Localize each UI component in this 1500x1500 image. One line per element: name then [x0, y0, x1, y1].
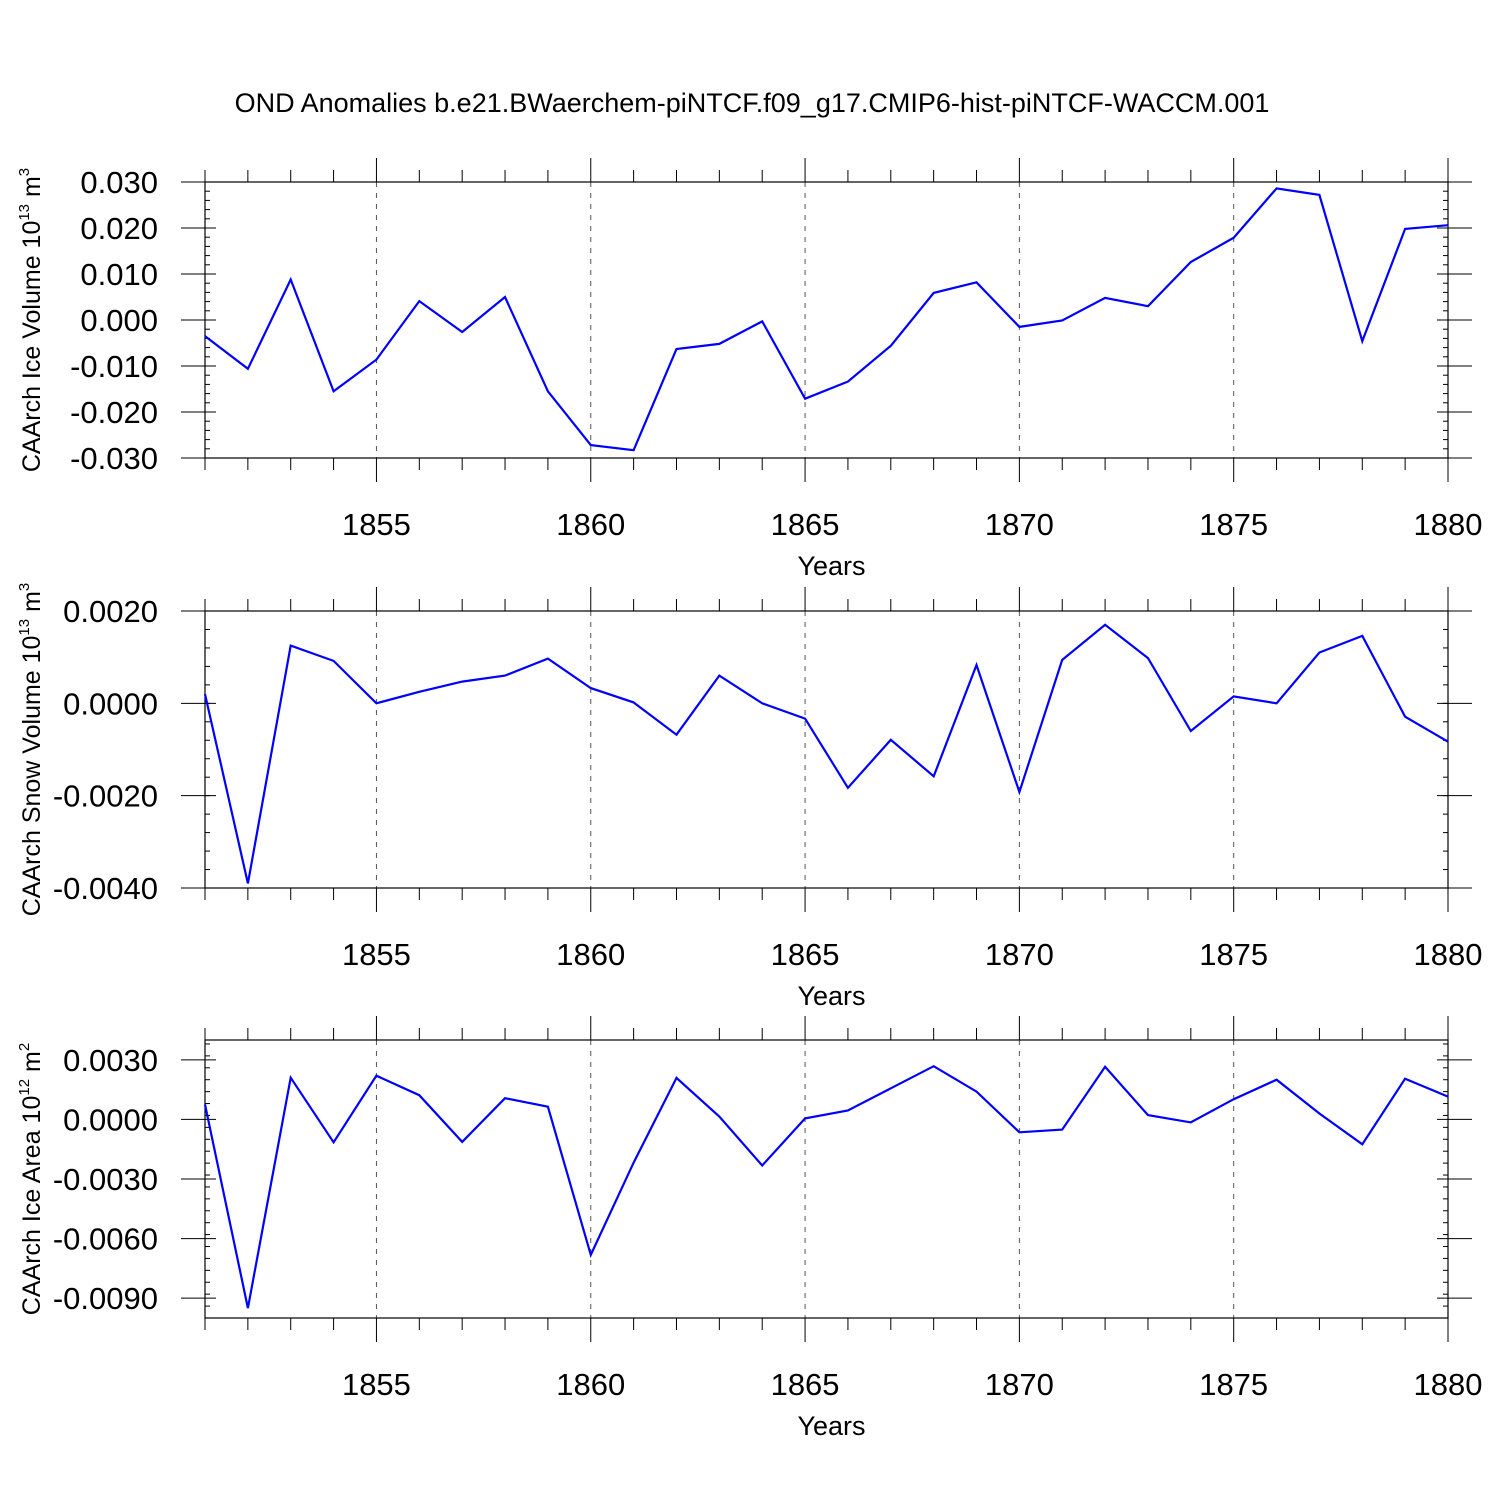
x-tick-label: 1860 [556, 1367, 625, 1402]
figure-title: OND Anomalies b.e21.BWaerchem-piNTCF.f09… [235, 88, 1270, 118]
x-tick-label: 1865 [771, 507, 840, 542]
y-axis-label-part: CAArch Ice Area 10 [18, 1096, 46, 1316]
chart-panel-1: 0.030 0.020 0.010 0.000 -0.010 -0.020 -0.030 18… [16, 158, 1482, 581]
x-tick-label: 1880 [1414, 937, 1483, 972]
y-tick-label: 0.0000 [63, 1102, 158, 1137]
y-axis-label-part: m [18, 176, 46, 204]
y-tick-label: -0.010 [70, 349, 158, 384]
x-tick-label: 1855 [342, 937, 411, 972]
series-line [203, 1064, 1449, 1309]
y-tick-label: -0.020 [70, 395, 158, 430]
chart-panel-3: 0.0030 0.0000 -0.0030 -0.0060 -0.0090 1855 186… [16, 1016, 1482, 1441]
y-axis-label-superscript: 2 [16, 1043, 33, 1051]
y-axis-label-superscript: 13 [16, 204, 33, 221]
y-tick-label: 0.020 [80, 211, 158, 246]
y-tick-label: -0.0040 [53, 871, 158, 906]
y-axis-label-part: CAArch Ice Volume 10 [18, 221, 46, 473]
y-axis-label-part: CAArch Snow Volume 10 [18, 636, 46, 917]
y-tick-label: -0.0030 [53, 1162, 158, 1197]
x-axis-label: Years [797, 551, 865, 581]
y-tick-label: -0.0090 [53, 1281, 158, 1316]
x-tick-label: 1880 [1414, 507, 1483, 542]
x-tick-label: 1870 [985, 507, 1054, 542]
y-axis-label-part: m [18, 591, 46, 619]
x-axis-label: Years [797, 1411, 865, 1441]
y-tick-label: 0.0020 [63, 594, 158, 629]
y-axis-label-part: m [18, 1051, 46, 1079]
x-tick-label: 1865 [771, 1367, 840, 1402]
y-axis-label: CAArch Ice Volume 1013 m3 [16, 168, 46, 472]
plot-frame [204, 610, 1449, 889]
y-tick-label: 0.000 [80, 303, 158, 338]
y-axis-label-superscript: 3 [16, 583, 33, 591]
y-tick-label: 0.0000 [63, 686, 158, 721]
y-tick-label: -0.030 [70, 441, 158, 476]
y-axis-label-superscript: 13 [16, 619, 33, 636]
y-axis-label-superscript: 12 [16, 1079, 33, 1096]
x-tick-label: 1855 [342, 1367, 411, 1402]
y-tick-label: 0.010 [80, 257, 158, 292]
y-tick-label: 0.030 [80, 165, 158, 200]
panels: 0.030 0.020 0.010 0.000 -0.010 -0.020 -0.030 18… [16, 158, 1482, 1441]
y-axis-label: CAArch Ice Area 1012 m2 [16, 1043, 46, 1315]
y-tick-label: 0.0030 [63, 1043, 158, 1078]
x-tick-label: 1860 [556, 937, 625, 972]
y-axis-label: CAArch Snow Volume 1013 m3 [16, 583, 46, 917]
x-tick-label: 1860 [556, 507, 625, 542]
x-tick-label: 1855 [342, 507, 411, 542]
x-tick-label: 1865 [771, 937, 840, 972]
x-tick-label: 1875 [1199, 937, 1268, 972]
x-tick-label: 1870 [985, 937, 1054, 972]
series-line [204, 187, 1449, 452]
y-tick-label: -0.0060 [53, 1222, 158, 1257]
x-axis-label: Years [797, 981, 865, 1011]
y-tick-label: -0.0020 [53, 779, 158, 814]
x-tick-label: 1870 [985, 1367, 1054, 1402]
x-tick-label: 1880 [1414, 1367, 1483, 1402]
series-line [203, 623, 1449, 884]
y-axis-label-superscript: 3 [16, 168, 33, 176]
x-tick-label: 1875 [1199, 1367, 1268, 1402]
chart-panel-2: 0.0020 0.0000 -0.0020 -0.0040 1855 1860 1865 18… [16, 583, 1482, 1011]
plot-frame [204, 181, 1449, 459]
x-tick-label: 1875 [1199, 507, 1268, 542]
